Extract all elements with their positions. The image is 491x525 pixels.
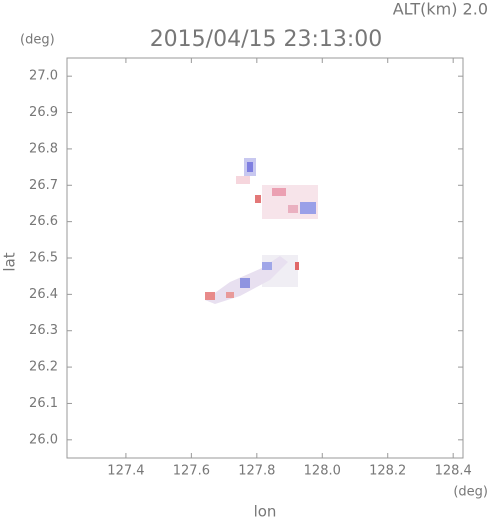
chart-title: 2015/04/15 23:13:00 — [150, 27, 383, 52]
echo — [262, 262, 272, 270]
y-tick-label: 26.2 — [29, 360, 58, 375]
y-tick-label: 26.3 — [29, 323, 58, 338]
x-unit: (deg) — [453, 485, 488, 500]
y-tick-label: 26.8 — [29, 141, 58, 156]
x-tick-label: 127.4 — [107, 464, 144, 479]
y-tick-label: 26.5 — [29, 251, 58, 266]
echo — [300, 202, 316, 214]
y-tick-label: 27.0 — [29, 69, 58, 84]
echo — [205, 292, 215, 300]
y-tick-label: 26.9 — [29, 105, 58, 120]
x-tick-label: 127.8 — [238, 464, 275, 479]
echo — [226, 292, 234, 298]
y-tick-label: 26.4 — [29, 287, 58, 302]
altitude-label: ALT(km) 2.0 — [393, 0, 488, 19]
x-tick-label: 128.0 — [304, 464, 341, 479]
x-tick-label: 127.6 — [173, 464, 210, 479]
echo — [272, 188, 286, 196]
y-tick-label: 26.0 — [29, 432, 58, 447]
y-tick-label: 26.6 — [29, 214, 58, 229]
echo — [295, 262, 299, 270]
echo — [240, 278, 250, 288]
echo — [247, 162, 253, 172]
y-tick-label: 26.1 — [29, 396, 58, 411]
y-axis-label: lat — [1, 252, 19, 271]
x-axis-label: lon — [254, 503, 277, 521]
echoes — [205, 158, 318, 304]
x-tick-label: 128.2 — [369, 464, 406, 479]
echo — [255, 195, 261, 203]
y-unit: (deg) — [20, 33, 55, 48]
x-tick-label: 128.4 — [435, 464, 472, 479]
echo — [236, 176, 250, 184]
echo — [288, 205, 298, 213]
y-tick-label: 26.7 — [29, 178, 58, 193]
